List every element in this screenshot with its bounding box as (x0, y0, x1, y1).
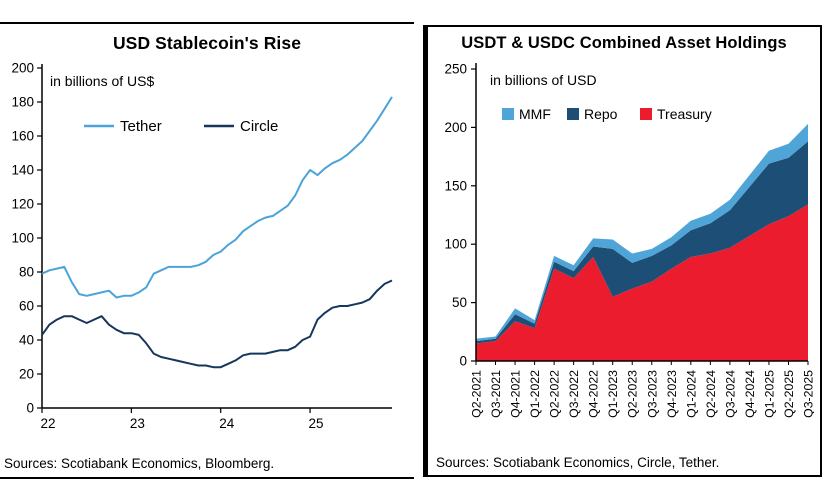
left-chart-title: USD Stablecoin's Rise (112, 33, 302, 53)
x-tick-label: Q1-2025 (762, 370, 776, 418)
x-tick-label: Q1-2023 (606, 370, 620, 418)
right-chart-sources: Sources: Scotiabank Economics, Circle, T… (436, 455, 720, 470)
area-layer-repo (476, 141, 808, 344)
x-tick-label: Q4-2024 (743, 370, 757, 418)
x-tick-label: 22 (40, 416, 55, 431)
legend-label-circle: Circle (240, 118, 278, 135)
y-tick-label: 0 (26, 401, 34, 416)
series-line-tether (41, 96, 393, 299)
y-tick-label: 100 (444, 237, 467, 252)
x-tick-label: Q1-2024 (684, 370, 698, 418)
y-tick-label: 60 (19, 299, 34, 314)
axis-units-label: in billions of US$ (50, 73, 154, 89)
x-tick-label: 24 (219, 416, 235, 431)
x-tick-label: Q3-2024 (723, 370, 737, 418)
legend-swatch-repo (567, 108, 579, 120)
asset-holdings-chart-panel: USDT & USDC Combined Asset Holdings 0 50 1… (423, 25, 822, 477)
y-tick-label: 150 (444, 178, 467, 193)
legend-label-tether: Tether (120, 118, 162, 135)
area-layer-mmf (476, 123, 808, 342)
legend-label-treasury: Treasury (657, 106, 712, 122)
legend-label-mmf: MMF (519, 106, 551, 122)
x-tick-label: Q1-2022 (528, 370, 542, 418)
y-tick-label: 200 (11, 61, 34, 76)
y-tick-label: 140 (11, 163, 34, 178)
series-line-circle (41, 279, 393, 369)
y-tick-label: 200 (444, 120, 467, 135)
legend-swatch-mmf (502, 108, 514, 120)
axis-units-label: in billions of USD (490, 72, 597, 88)
x-tick-label: Q3-2022 (567, 370, 581, 418)
y-tick-label: 20 (19, 367, 34, 382)
y-tick-label: 50 (452, 295, 467, 310)
right-chart-title: USDT & USDC Combined Asset Holdings (461, 34, 787, 52)
stablecoin-rise-chart-panel: USD Stablecoin's Rise 0 20 40 60 80 100 120 140… (0, 22, 414, 479)
stablecoin-line-chart: 0 20 40 60 80 100 120 140 160 180 200 22 23 24 25 in bi… (11, 61, 393, 431)
x-tick-label: Q2-2025 (782, 370, 796, 418)
area-layer-treasury (476, 204, 808, 361)
x-tick-label: Q2-2022 (548, 370, 562, 418)
left-chart-sources: Sources: Scotiabank Economics, Bloomberg… (4, 456, 275, 471)
y-tick-label: 180 (11, 95, 34, 110)
x-tick-label: 25 (309, 416, 324, 431)
x-tick-label: Q2-2021 (470, 370, 484, 418)
y-tick-label: 100 (11, 231, 34, 246)
x-tick-label: Q2-2024 (704, 370, 718, 418)
legend-label-repo: Repo (584, 106, 618, 122)
x-tick-label: Q2-2023 (626, 370, 640, 418)
x-tick-label: Q4-2023 (665, 370, 679, 418)
x-tick-label: 23 (130, 416, 145, 431)
asset-holdings-area-chart: 0 50 100 150 200 250 Q2-2021 Q3-2021 Q4-2021 Q1-2… (444, 62, 815, 418)
x-tick-label: Q4-2022 (587, 370, 601, 418)
y-tick-label: 40 (19, 333, 34, 348)
y-tick-label: 120 (11, 197, 34, 212)
x-tick-label: Q3-2023 (645, 370, 659, 418)
y-tick-label: 80 (19, 265, 34, 280)
y-tick-label: 160 (11, 129, 34, 144)
y-tick-label: 250 (444, 62, 467, 77)
y-tick-label: 0 (459, 354, 467, 369)
x-tick-label: Q4-2021 (509, 370, 523, 418)
x-tick-label: Q3-2025 (802, 370, 815, 418)
x-tick-label: Q3-2021 (489, 370, 503, 418)
legend-swatch-treasury (640, 108, 652, 120)
